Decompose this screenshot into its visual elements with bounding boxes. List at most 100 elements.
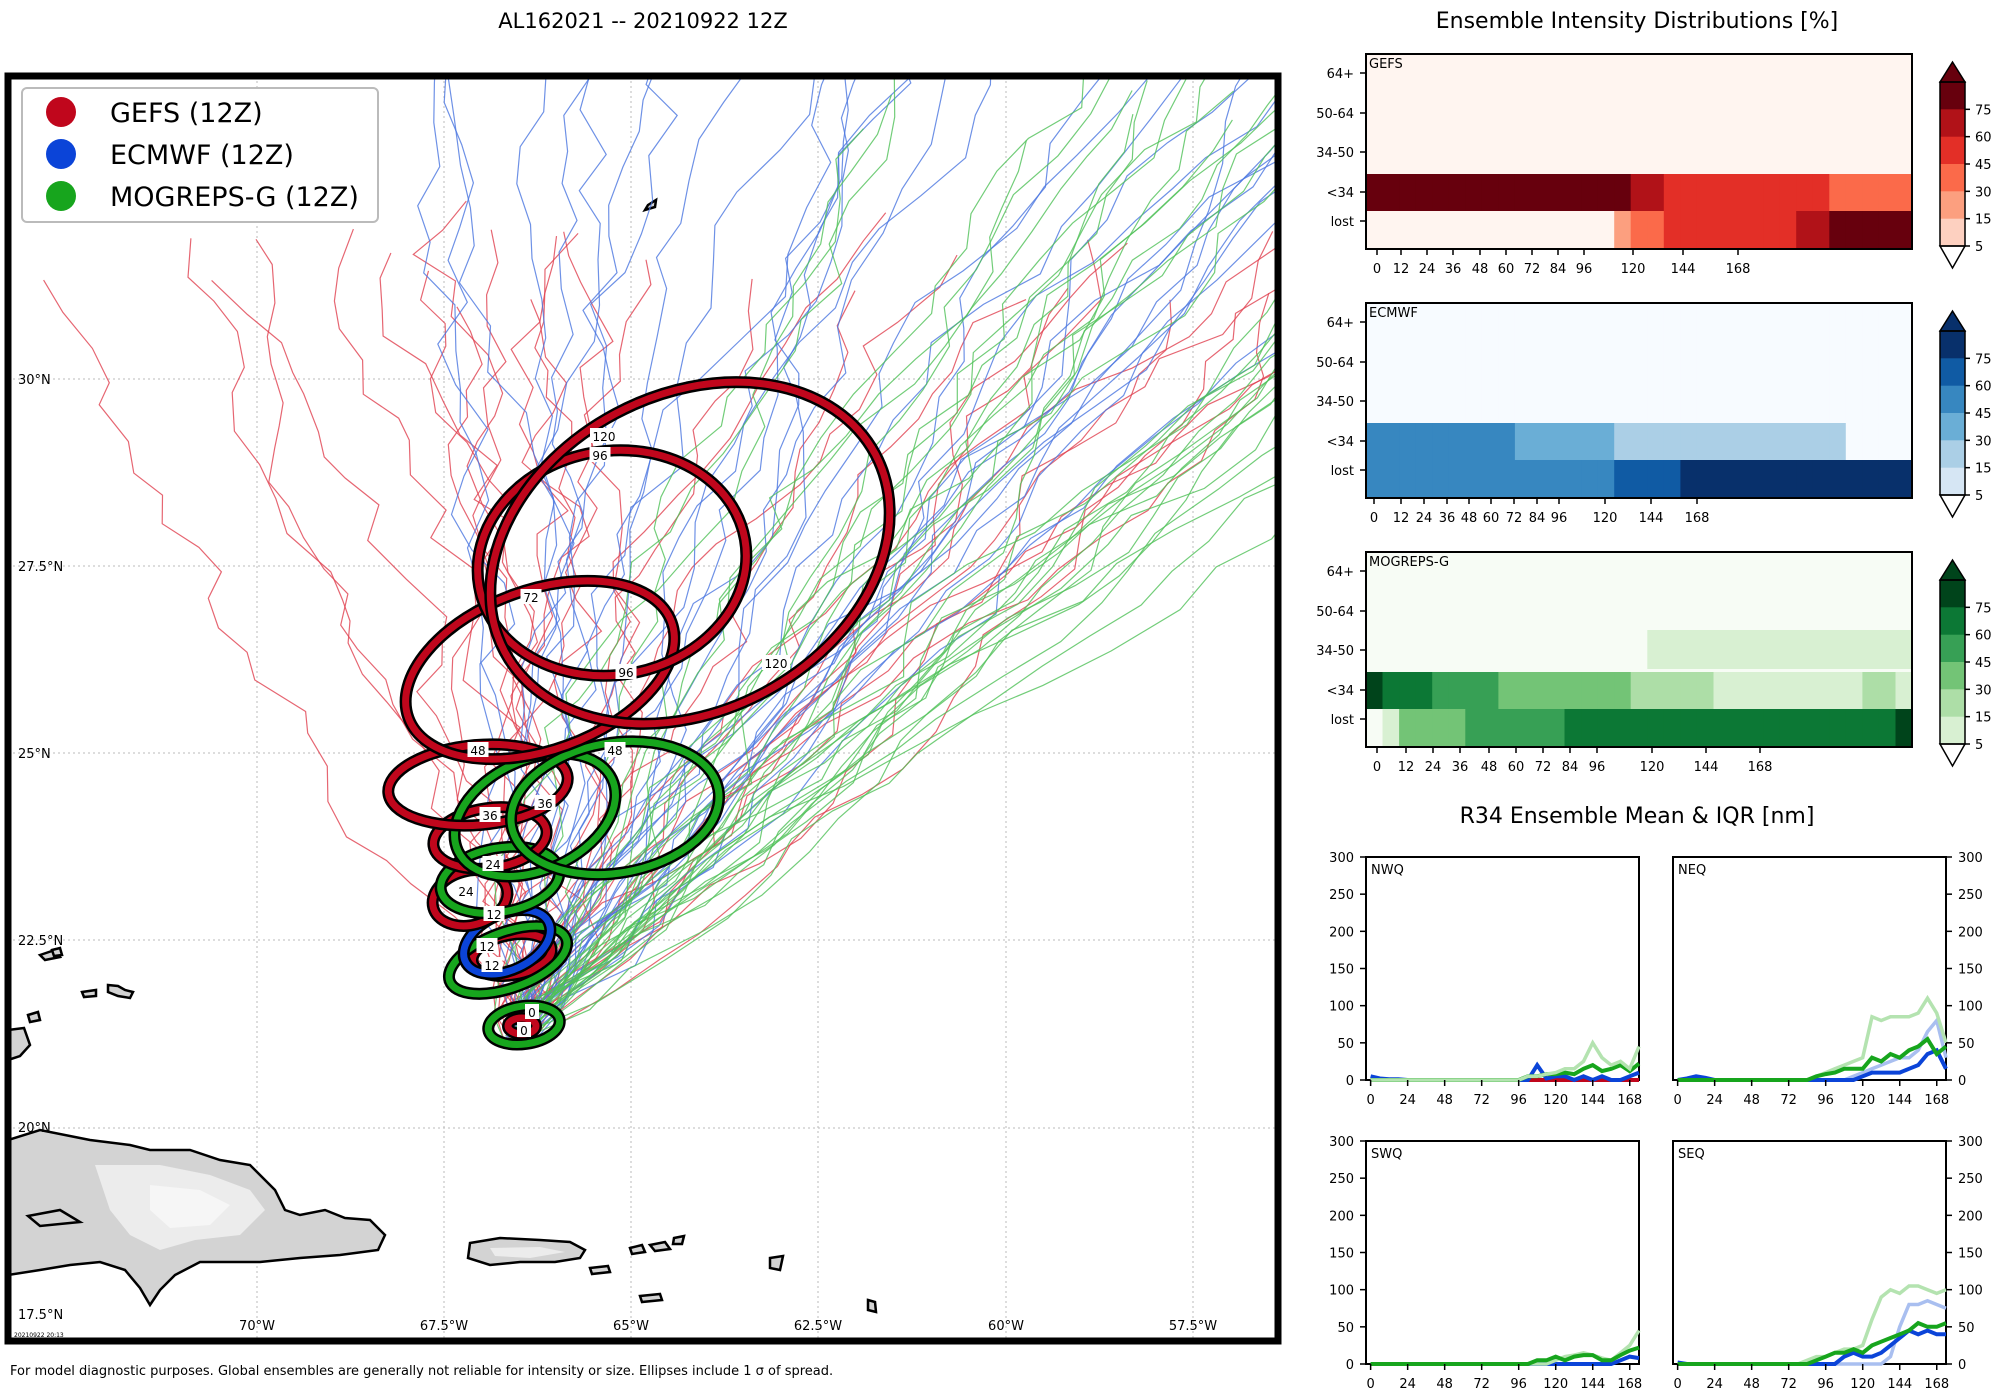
heatmap-xtick-label: 36 — [1445, 262, 1462, 277]
r34-ytick-label: 100 — [1329, 1000, 1354, 1015]
heatmap-cell — [1481, 303, 1499, 342]
heatmap-cell — [1597, 460, 1615, 498]
heatmap-cell — [1564, 132, 1582, 171]
heatmap-cell — [1763, 381, 1781, 420]
heatmap-cell — [1597, 303, 1615, 342]
heatmap-cell — [1531, 303, 1549, 342]
heatmap-xtick-label: 0 — [1373, 262, 1381, 277]
heatmap-cell — [1730, 672, 1748, 709]
heatmap-cell — [1548, 93, 1566, 132]
heatmap-cell — [1878, 132, 1896, 171]
heatmap-cell — [1895, 381, 1913, 420]
map-footer-note: For model diagnostic purposes. Global en… — [10, 1364, 833, 1379]
colorbar-segment — [1940, 136, 1965, 165]
heatmap-cell — [1581, 709, 1599, 747]
heatmap-cell — [1630, 709, 1648, 747]
heatmap-cell — [1696, 630, 1714, 669]
heatmap-cell — [1465, 591, 1483, 630]
heatmap-cell — [1614, 381, 1632, 420]
mogreps-track — [519, 140, 1027, 1043]
heatmap-cell — [1548, 174, 1566, 211]
heatmap-cell — [1432, 381, 1450, 420]
colorbar-segment — [1940, 634, 1965, 663]
heatmap-cell — [1713, 93, 1731, 132]
heatmap-cell — [1663, 460, 1681, 498]
heatmap-cell — [1812, 174, 1830, 211]
ellipse-label-bg — [455, 883, 477, 898]
ellipse-label: 96 — [618, 666, 633, 680]
r34-quadrant-name: SWQ — [1371, 1147, 1402, 1162]
r34-xtick-label: 48 — [1436, 1377, 1453, 1392]
legend-box — [21, 87, 379, 223]
intensity-heatmaps: GEFS 64+ 50-64 34-50 <34 lost 0 12 24 36 48 60 72 84 9… — [1316, 53, 1992, 775]
colorbar-segment — [1940, 580, 1965, 608]
ecmwf-track — [523, 76, 1184, 1030]
heatmap-xtick-label: 48 — [1481, 760, 1498, 775]
colorbar-extend-top — [1938, 60, 1967, 83]
heatmap-cell — [1581, 174, 1599, 211]
heatmap-cell — [1630, 552, 1648, 591]
colorbar-segment — [1940, 662, 1965, 690]
heatmap-cell — [1630, 423, 1648, 460]
heatmap-cell — [1696, 672, 1714, 709]
colorbar-segment — [1940, 164, 1965, 192]
island-small — [768, 1254, 785, 1272]
heatmap-cell — [1531, 591, 1549, 630]
heatmap-cell — [1382, 423, 1400, 460]
heatmap-cell — [1514, 303, 1532, 342]
heatmap-cell — [1730, 709, 1748, 747]
r34-ytick-label: 200 — [1329, 1209, 1354, 1224]
island-small — [26, 1010, 42, 1024]
heatmap-cell — [1564, 54, 1582, 93]
heatmap-cell — [1862, 460, 1880, 498]
ellipse-label-bg — [615, 664, 637, 679]
colorbar-tick-label: 75 — [1975, 601, 1992, 616]
map-area: 00 12 12 12 24 24 36 36 48 48 72 96 96 120 120 — [8, 76, 1278, 1341]
heatmap-cell — [1878, 423, 1896, 460]
heatmap-cell — [1564, 672, 1582, 709]
r34-ytick-label: 200 — [1958, 1209, 1983, 1224]
island-small — [80, 988, 98, 999]
heatmap-cell — [1647, 381, 1665, 420]
heatmap-cell — [1531, 174, 1549, 211]
heatmap-cell — [1531, 54, 1549, 93]
r34-xtick-label: 24 — [1706, 1377, 1723, 1392]
ellipse-label: 72 — [523, 591, 538, 605]
heatmap-cell — [1465, 93, 1483, 132]
heatmap-cell — [1862, 381, 1880, 420]
heatmap-cell — [1746, 342, 1764, 381]
heatmap-cell — [1614, 132, 1632, 171]
heatmap-cell — [1730, 174, 1748, 211]
heatmap-cell — [1730, 591, 1748, 630]
heatmap-cell — [1829, 423, 1847, 460]
heatmap-cell — [1730, 630, 1748, 669]
heatmap-cell — [1862, 630, 1880, 669]
heatmap-cell — [1514, 211, 1532, 249]
island-small — [588, 1264, 612, 1276]
heatmap-cell — [1581, 54, 1599, 93]
heatmap-cell — [1564, 591, 1582, 630]
heatmap-cell — [1713, 709, 1731, 747]
heatmap-cell — [1845, 552, 1863, 591]
heatmap-cell — [1366, 342, 1384, 381]
map-frame — [4, 72, 1282, 1345]
mogreps-track — [509, 383, 1278, 1034]
heatmap-cell — [1746, 303, 1764, 342]
r34-xtick-label: 144 — [1580, 1093, 1605, 1108]
heatmap-cell — [1680, 132, 1698, 171]
heatmap-cell — [1614, 460, 1632, 498]
heatmap-row-label: 64+ — [1327, 565, 1354, 580]
heatmap-ecmwf: ECMWF 64+ 50-64 34-50 <34 lost 0 12 24 36 48 60 72 84… — [1316, 302, 1992, 526]
mogreps-track — [510, 293, 1278, 1045]
heatmap-cell — [1812, 93, 1830, 132]
heatmap-cell — [1366, 672, 1384, 709]
heatmap-cell — [1730, 342, 1748, 381]
map-title: AL162021 -- 20210922 12Z — [498, 9, 787, 33]
heatmap-cell — [1713, 672, 1731, 709]
heatmap-cell — [1663, 93, 1681, 132]
island-small — [50, 946, 64, 958]
heatmap-xtick-label: 84 — [1550, 262, 1567, 277]
r34-xtick-label: 24 — [1706, 1093, 1723, 1108]
heatmap-cell — [1531, 132, 1549, 171]
heatmap-cell — [1895, 672, 1913, 709]
